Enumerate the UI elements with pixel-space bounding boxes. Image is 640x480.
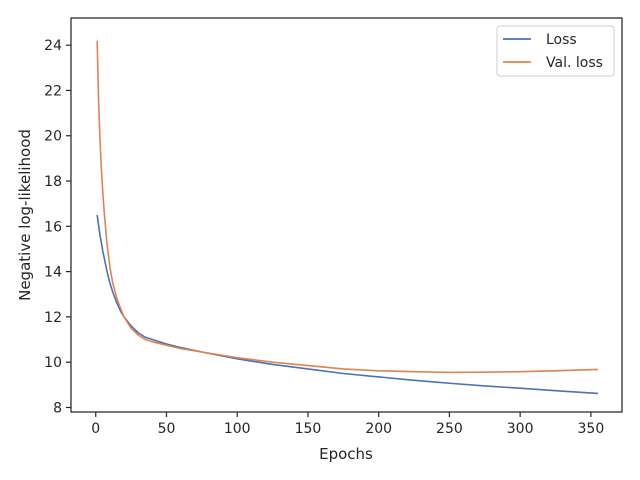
y-tick-label: 20 <box>44 129 62 145</box>
x-tick-label: 300 <box>507 421 534 437</box>
x-tick-label: 150 <box>295 421 322 437</box>
y-tick-label: 16 <box>44 219 62 235</box>
axes-frame <box>70 17 623 413</box>
legend-label: Val. loss <box>546 55 603 71</box>
y-tick-label: 24 <box>44 38 62 54</box>
y-tick-label: 12 <box>44 310 62 326</box>
x-tick-label: 50 <box>158 421 176 437</box>
y-tick-label: 8 <box>53 400 62 416</box>
x-tick-label: 100 <box>224 421 251 437</box>
series-line-loss <box>96 214 599 395</box>
y-axis-ticks: 8 10 12 14 16 18 20 22 24 <box>44 38 71 416</box>
y-tick-label: 22 <box>44 83 62 99</box>
series-group <box>96 40 599 395</box>
x-axis-ticks: 0 50 100 150 200 250 300 350 <box>91 412 604 437</box>
x-tick-label: 0 <box>91 421 100 437</box>
y-tick-label: 14 <box>44 265 62 281</box>
x-tick-label: 350 <box>578 421 605 437</box>
legend: Loss Val. loss <box>496 25 615 77</box>
series-line-val-loss <box>96 40 598 374</box>
legend-label: Loss <box>546 32 577 48</box>
y-axis-label: Negative log-likelihood <box>16 129 34 301</box>
y-tick-label: 18 <box>44 174 62 190</box>
x-tick-label: 200 <box>365 421 392 437</box>
x-axis-label: Epochs <box>319 445 373 463</box>
x-tick-label: 250 <box>436 421 463 437</box>
y-tick-label: 10 <box>44 355 62 371</box>
